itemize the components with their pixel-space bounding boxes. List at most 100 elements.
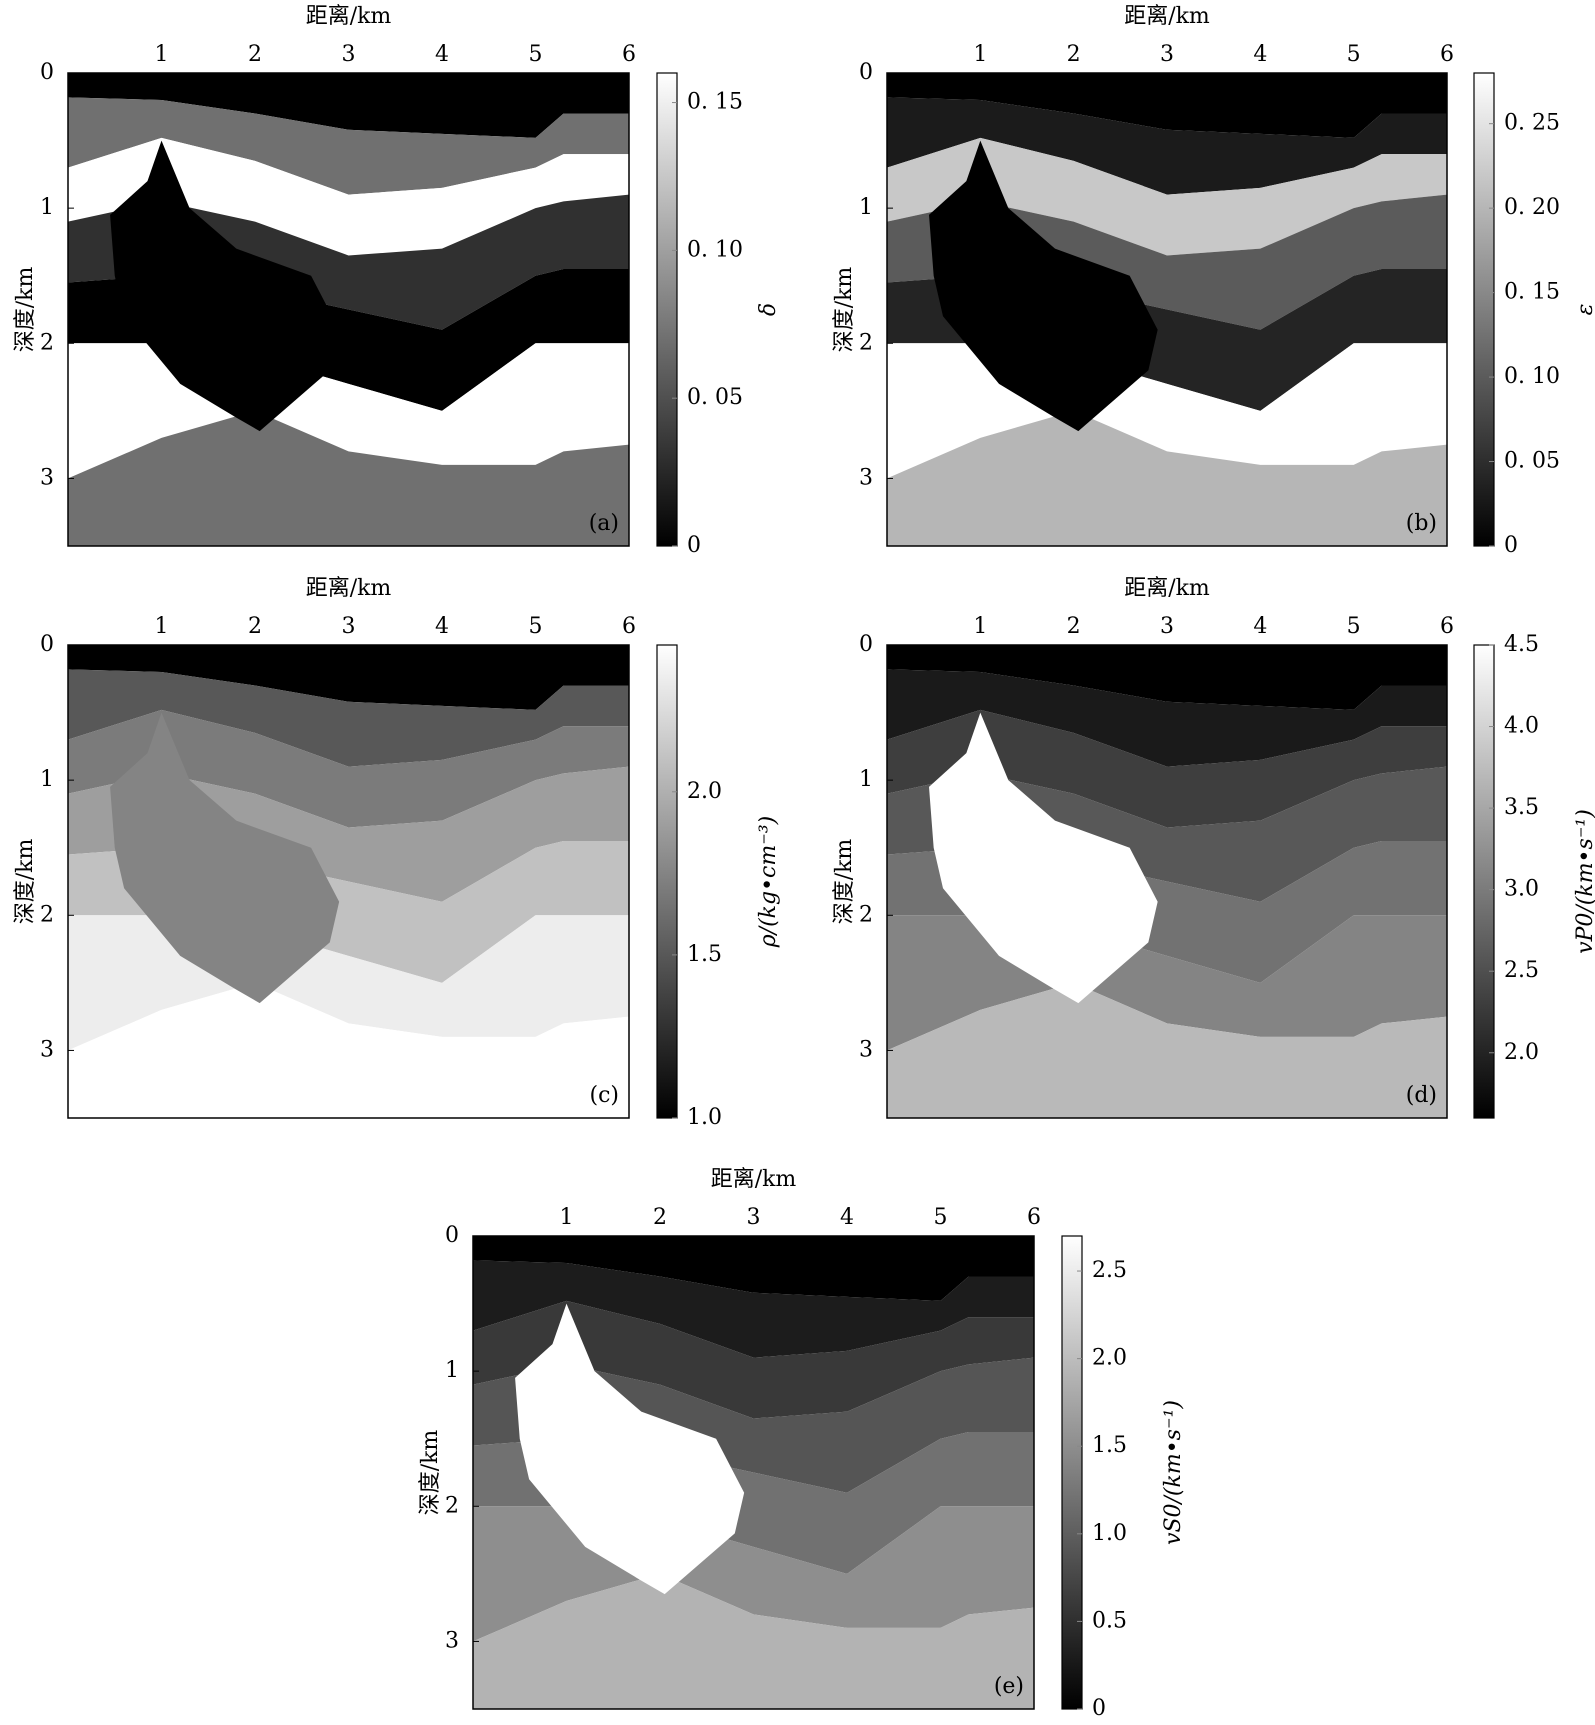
layer [887,410,1447,546]
y-tick-label: 0 [40,632,54,657]
colorbar [656,72,678,547]
x-tick-label: 6 [1440,42,1454,67]
layer [473,1300,1034,1419]
colorbar-label: vS0/(km•s⁻¹) [1161,1400,1186,1545]
y-tick-label: 3 [40,465,54,490]
x-tick-label: 5 [529,42,543,67]
salt-body [110,140,340,432]
x-tick-label: 2 [248,42,262,67]
y-tick-label: 2 [859,330,873,355]
x-axis-label: 距离/km [306,4,392,29]
colorbar-tick-label: 1.0 [1092,1521,1127,1546]
colorbar-label: vP0/(km•s⁻¹) [1573,809,1595,954]
colorbar-tick-label: 0. 10 [1504,364,1560,389]
layer [68,645,629,710]
x-axis-label: 距离/km [711,1167,797,1192]
x-tick-label: 3 [1160,614,1174,639]
layer [887,73,1447,138]
layer [68,982,629,1118]
x-tick-label: 3 [342,42,356,67]
y-axis-label: 深度/km [418,1430,443,1516]
colorbar-tick-label: 2.0 [1504,1040,1539,1065]
y-tick-label: 3 [859,1037,873,1062]
colorbar-label: δ [756,303,781,316]
x-tick-label: 1 [560,1205,574,1230]
layer [473,1236,1034,1301]
x-axis-label: 距离/km [306,576,392,601]
colorbar-label: ρ/(kg•cm⁻³) [756,816,781,949]
layer [887,982,1447,1118]
x-tick-label: 4 [1253,614,1267,639]
x-tick-label: 4 [435,42,449,67]
colorbar-tick-label: 1.0 [687,1105,722,1130]
y-tick-label: 0 [40,60,54,85]
y-tick-label: 2 [859,902,873,927]
panel-label: (c) [590,1083,620,1108]
colorbar-tick-label: 0 [687,533,701,558]
layer [68,73,629,138]
salt-body [515,1303,745,1595]
colorbar-tick-label: 0. 20 [1504,195,1560,220]
y-tick-label: 2 [445,1493,459,1518]
layer [68,410,629,546]
panel-label: (a) [589,511,619,536]
colorbar-tick-label: 0. 05 [1504,449,1560,474]
colorbar-tick-label: 2.5 [1092,1258,1127,1283]
layer [68,709,629,828]
y-axis-label: 深度/km [832,839,857,925]
colorbar-tick-label: 1.5 [1092,1433,1127,1458]
colorbar-tick-label: 0 [1504,533,1518,558]
x-tick-label: 1 [155,42,169,67]
x-tick-label: 2 [1067,614,1081,639]
layer [887,137,1447,256]
x-tick-label: 3 [1160,42,1174,67]
x-tick-label: 5 [934,1205,948,1230]
colorbar-tick-label: 0. 10 [687,237,743,262]
x-tick-label: 3 [747,1205,761,1230]
x-tick-label: 2 [1067,42,1081,67]
x-tick-label: 4 [840,1205,854,1230]
x-tick-label: 4 [1253,42,1267,67]
y-tick-label: 3 [859,465,873,490]
colorbar-tick-label: 2.5 [1504,958,1539,983]
x-tick-label: 5 [529,614,543,639]
y-tick-label: 1 [40,767,54,792]
x-axis-label: 距离/km [1124,4,1210,29]
layer [473,1573,1034,1709]
y-tick-label: 0 [445,1223,459,1248]
colorbar [1473,72,1495,547]
panel-label: (d) [1406,1083,1437,1108]
y-tick-label: 2 [40,330,54,355]
colorbar-tick-label: 3.5 [1504,795,1539,820]
x-tick-label: 6 [622,614,636,639]
y-tick-label: 1 [859,767,873,792]
x-tick-label: 5 [1347,42,1361,67]
y-tick-label: 0 [859,60,873,85]
y-tick-label: 1 [40,195,54,220]
colorbar-tick-label: 0.5 [1092,1608,1127,1633]
y-axis-label: 深度/km [13,267,38,353]
colorbar-tick-label: 0. 25 [1504,111,1560,136]
y-axis-label: 深度/km [13,839,38,925]
colorbar-tick-label: 2.0 [1092,1346,1127,1371]
colorbar-tick-label: 0 [1092,1696,1106,1721]
colorbar-tick-label: 0. 15 [1504,280,1560,305]
colorbar-tick-label: 3.0 [1504,877,1539,902]
x-tick-label: 6 [1027,1205,1041,1230]
layer [68,97,629,195]
colorbar [1473,644,1495,1119]
panel-label: (e) [994,1674,1024,1699]
salt-body [110,712,340,1004]
colorbar-label: ε [1573,304,1595,316]
salt-body [929,140,1158,432]
x-tick-label: 6 [1440,614,1454,639]
y-tick-label: 1 [859,195,873,220]
layer [887,645,1447,710]
layer [887,97,1447,195]
x-tick-label: 1 [973,42,987,67]
x-tick-label: 5 [1347,614,1361,639]
layer [68,669,629,767]
x-tick-label: 2 [248,614,262,639]
x-tick-label: 3 [342,614,356,639]
